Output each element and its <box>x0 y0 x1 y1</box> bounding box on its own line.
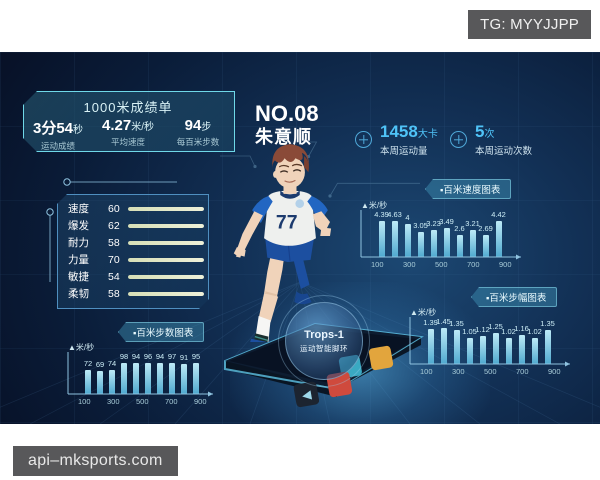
svg-text:77: 77 <box>276 211 298 233</box>
